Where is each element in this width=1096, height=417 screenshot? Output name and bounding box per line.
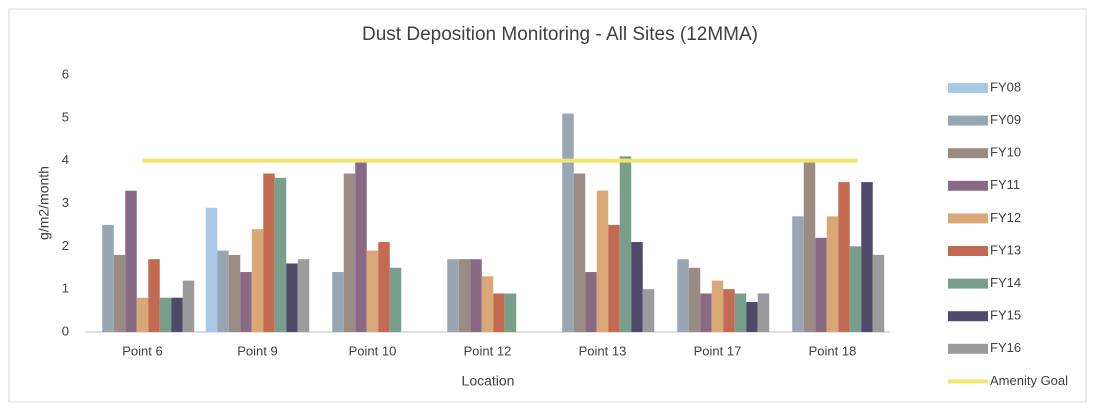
x-tick-label: Point 6: [122, 343, 162, 358]
bar: [113, 254, 126, 332]
legend-marker: [948, 148, 988, 159]
bar: [274, 177, 287, 332]
chart-title: Dust Deposition Monitoring - All Sites (…: [362, 24, 758, 45]
bar: [102, 224, 114, 332]
legend-marker: [948, 180, 988, 191]
legend-label: FY11: [990, 177, 1020, 192]
bar: [826, 216, 839, 332]
bar: [585, 272, 597, 332]
legend-marker: [948, 213, 988, 224]
bar: [251, 229, 264, 332]
bar: [619, 156, 632, 332]
x-tick-label: Point 10: [349, 343, 397, 358]
y-tick-label: 5: [62, 109, 69, 124]
bar: [240, 272, 252, 332]
bar: [861, 182, 873, 332]
y-tick-label: 0: [62, 323, 69, 338]
bar: [470, 259, 482, 332]
bar: [746, 302, 758, 332]
legend-label: FY15: [990, 308, 1021, 323]
bar: [378, 242, 390, 332]
bar: [711, 280, 724, 332]
bar: [228, 254, 241, 332]
bar: [849, 246, 862, 332]
y-axis-label: g/m2/month: [36, 166, 52, 240]
x-tick-label: Point 17: [694, 343, 742, 358]
bar: [136, 297, 149, 332]
bar: [734, 293, 747, 332]
bar: [815, 237, 827, 332]
bar: [631, 242, 643, 332]
x-axis-label: Location: [462, 373, 515, 389]
bar: [838, 182, 850, 332]
legend-marker: [948, 83, 988, 93]
bar: [458, 259, 471, 332]
bar: [700, 293, 712, 332]
y-tick-label: 6: [62, 66, 69, 81]
x-tick-label: Point 13: [579, 343, 627, 358]
bar: [171, 297, 183, 332]
bar: [803, 160, 816, 332]
chart-border: [8, 8, 1087, 403]
bar: [493, 293, 505, 332]
legend-label: FY10: [990, 145, 1021, 160]
y-tick-label: 1: [62, 281, 69, 296]
legend-label: FY08: [990, 79, 1021, 94]
bar: [642, 289, 655, 332]
bar: [481, 276, 494, 332]
bar: [389, 267, 402, 332]
legend-label: FY09: [990, 112, 1021, 127]
y-tick-label: 2: [62, 238, 69, 253]
bar: [366, 250, 379, 332]
bar: [297, 259, 310, 332]
bar: [596, 190, 609, 332]
legend-marker: [948, 311, 988, 322]
legend-marker: [948, 115, 988, 126]
x-tick-label: Point 9: [237, 343, 277, 358]
legend-label: FY12: [990, 210, 1021, 225]
bar: [263, 173, 275, 332]
bar: [504, 293, 517, 332]
bar: [872, 254, 885, 332]
y-tick-label: 3: [62, 195, 69, 210]
x-tick-label: Point 12: [464, 343, 512, 358]
x-tick-label: Point 18: [809, 343, 857, 358]
bar: [182, 280, 195, 332]
bar: [217, 250, 229, 332]
bar: [677, 259, 689, 332]
bar: [332, 272, 344, 332]
y-tick-label: 4: [62, 152, 69, 167]
bar: [343, 173, 356, 332]
bar: [608, 224, 620, 332]
bar: [573, 173, 586, 332]
bar: [148, 259, 160, 332]
bar: [792, 216, 804, 332]
bar: [125, 190, 137, 332]
bar: [447, 259, 459, 332]
legend-marker: [948, 278, 988, 289]
bar: [205, 207, 218, 332]
legend-label: Amenity Goal: [990, 373, 1068, 388]
legend-marker: [948, 246, 988, 256]
legend-marker: [948, 343, 988, 354]
legend-label: FY13: [990, 242, 1021, 257]
bar: [355, 160, 367, 332]
bar: [757, 293, 770, 332]
bar: [159, 297, 172, 332]
bar: [286, 263, 298, 332]
bar: [562, 113, 574, 332]
bar: [723, 289, 735, 332]
legend-label: FY14: [990, 275, 1021, 290]
bar: [688, 267, 701, 332]
legend-label: FY16: [990, 340, 1021, 355]
